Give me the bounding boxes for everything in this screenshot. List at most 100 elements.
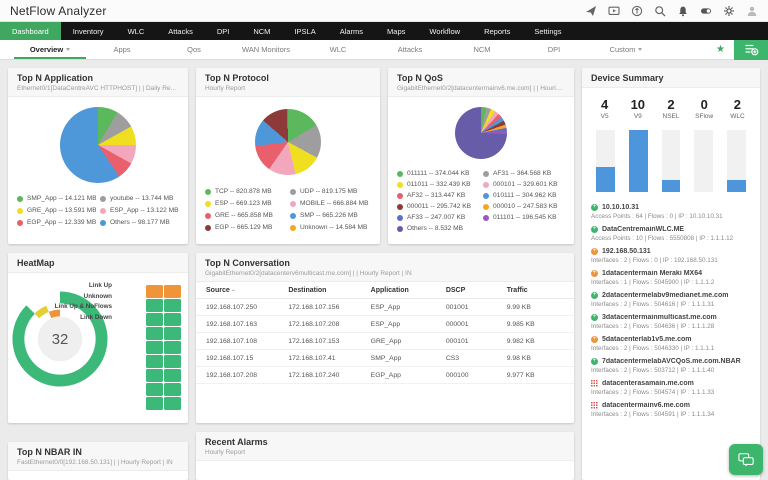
launch-icon[interactable] [585,5,597,17]
cell-source: 192.168.107.250 [206,303,258,311]
column-header[interactable]: DSCP [446,287,507,294]
conversation-row[interactable]: 192.168.107.163 172.168.107.208 ESP_App … [196,316,574,333]
subnav-tab[interactable]: DPI [518,40,590,59]
nav-tab[interactable]: WLC [116,22,157,40]
nav-tab[interactable]: IPSLA [282,22,327,40]
conversation-row[interactable]: 192.168.107.108 172.168.107.153 GRE_App … [196,333,574,350]
conversation-row[interactable]: 192.168.107.208 172.168.107.240 EGP_App … [196,367,574,384]
nav-tab[interactable]: Dashboard [0,22,61,40]
device-name[interactable]: 7datacentermelabAVCQoS.me.com.NBAR [602,358,741,365]
heatmap-cell[interactable] [146,355,163,368]
column-label: Traffic [506,286,528,294]
search-icon[interactable] [654,5,666,17]
heatmap-cell[interactable] [164,299,181,312]
device-list-item[interactable]: 1datacentermain Meraki MX64 Interfaces :… [591,270,751,286]
device-name[interactable]: DataCentremainWLC.ME [602,226,685,233]
video-demo-icon[interactable] [608,5,620,17]
conversation-row[interactable]: 192.168.107.15 172.168.107.41 SMP_App CS… [196,350,574,367]
nav-tab-label: WLC [127,26,145,36]
user-icon[interactable] [746,5,758,17]
heatmap-cell[interactable] [146,313,163,326]
device-list-item[interactable]: DataCentremainWLC.ME Access Points : 10 … [591,226,751,242]
subnav-tab[interactable]: Apps [86,40,158,59]
heatmap-cell[interactable] [164,397,181,410]
card-title: HeatMap [17,258,55,268]
heatmap-cell[interactable] [146,397,163,410]
heatmap-cell[interactable] [146,369,163,382]
subnav-tab[interactable]: WLC [302,40,374,59]
subnav-tab[interactable]: Custom [590,40,662,59]
device-list-item[interactable]: 5datacenterlab1v5.me.com Interfaces : 2 … [591,336,751,352]
device-list-item[interactable]: 3datacentermainmulticast.me.com Interfac… [591,314,751,330]
nav-tab[interactable]: Workflow [417,22,472,40]
heatmap-cell[interactable] [164,285,181,298]
notifications-icon[interactable] [677,5,689,17]
favorite-star-icon[interactable]: ★ [716,44,725,55]
subnav-tab[interactable]: Attacks [374,40,446,59]
heatmap-cell[interactable] [164,383,181,396]
legend-item: 000101 -- 329.601 KB [483,181,565,188]
heatmap-cell[interactable] [164,341,181,354]
device-list-item[interactable]: datacentermainv6.me.com Interfaces : 2 |… [591,402,751,418]
device-meta: Interfaces : 2 | Flows : 0 | IP : 192.16… [591,257,718,264]
heatmap-cell[interactable] [146,383,163,396]
nav-tab[interactable]: DPI [205,22,242,40]
subnav-tab[interactable]: WAN Monitors [230,40,302,59]
nav-tab[interactable]: NCM [241,22,282,40]
legend-item: SMP -- 665.226 MB [290,212,371,219]
legend-item: Unknown -- 14.584 MB [290,224,371,231]
feedback-chat-button[interactable] [729,444,763,475]
heatmap-cell[interactable] [146,285,163,298]
heatmap-cell[interactable] [164,369,181,382]
device-list-item[interactable]: datacenterasamain.me.com Interfaces : 2 … [591,380,751,396]
legend-item: Others -- 98.177 MB [100,219,179,226]
column-header[interactable]: Source – [206,287,288,294]
nav-tab[interactable]: Maps [375,22,417,40]
org-toggle-icon[interactable] [700,5,712,17]
device-name[interactable]: 10.10.10.31 [602,204,639,211]
nav-tab[interactable]: Inventory [61,22,116,40]
heatmap-body: Link Up Unknown Link Up & NoFlows Link D… [8,273,188,423]
column-header[interactable]: Application [371,287,446,294]
nav-tab[interactable]: Attacks [156,22,205,40]
updates-icon[interactable] [631,5,643,17]
device-list-item[interactable]: 7datacentermelabAVCQoS.me.com.NBAR Inter… [591,358,751,374]
device-name[interactable]: 5datacenterlab1v5.me.com [602,336,692,343]
heatmap-cell[interactable] [164,313,181,326]
settings-icon[interactable] [723,5,735,17]
device-name[interactable]: 1datacentermain Meraki MX64 [602,270,702,277]
conversation-row[interactable]: 192.168.107.250 172.168.107.156 ESP_App … [196,299,574,316]
device-list-item[interactable]: 10.10.10.31 Access Points : 64 | Flows :… [591,204,751,220]
add-dashboard-button[interactable] [734,39,768,60]
heatmap-cell[interactable] [146,299,163,312]
legend-text: AF31 -- 364.568 KB [493,170,552,177]
subnav-tab[interactable]: NCM [446,40,518,59]
device-list-item[interactable]: 2datacentermelabv9medianet.me.com Interf… [591,292,751,308]
column-header[interactable]: Traffic [507,287,564,294]
subnav-tab[interactable]: Overview [14,40,86,59]
subnav-tab[interactable]: Qos [158,40,230,59]
legend-item: AF32 -- 313.447 KB [397,192,479,199]
nav-tab[interactable]: Alarms [328,22,375,40]
heatmap-legend-label: Link Down [80,314,112,322]
device-stat-label: SFlow [695,113,714,120]
heatmap-cell[interactable] [164,327,181,340]
device-list-item[interactable]: 192.168.50.131 Interfaces : 2 | Flows : … [591,248,751,264]
device-status-icon [591,292,598,299]
legend-color-dot [483,170,489,177]
subnav-tab-label: Attacks [397,45,423,54]
heatmap-grid [146,285,181,410]
column-header[interactable]: Destination [288,287,370,294]
device-name[interactable]: datacentermainv6.me.com [602,402,690,409]
device-name[interactable]: 192.168.50.131 [602,248,651,255]
device-name[interactable]: 2datacentermelabv9medianet.me.com [602,292,729,299]
device-name[interactable]: 3datacentermainmulticast.me.com [602,314,717,321]
heatmap-cell[interactable] [146,341,163,354]
heatmap-cell[interactable] [146,327,163,340]
card-top-n-protocol: Top N Protocol Hourly Report TCP -- 820.… [196,68,380,244]
card-subtitle: Hourly Report [205,85,246,92]
nav-tab[interactable]: Reports [472,22,522,40]
heatmap-cell[interactable] [164,355,181,368]
nav-tab[interactable]: Settings [522,22,573,40]
device-name[interactable]: datacenterasamain.me.com [602,380,694,387]
